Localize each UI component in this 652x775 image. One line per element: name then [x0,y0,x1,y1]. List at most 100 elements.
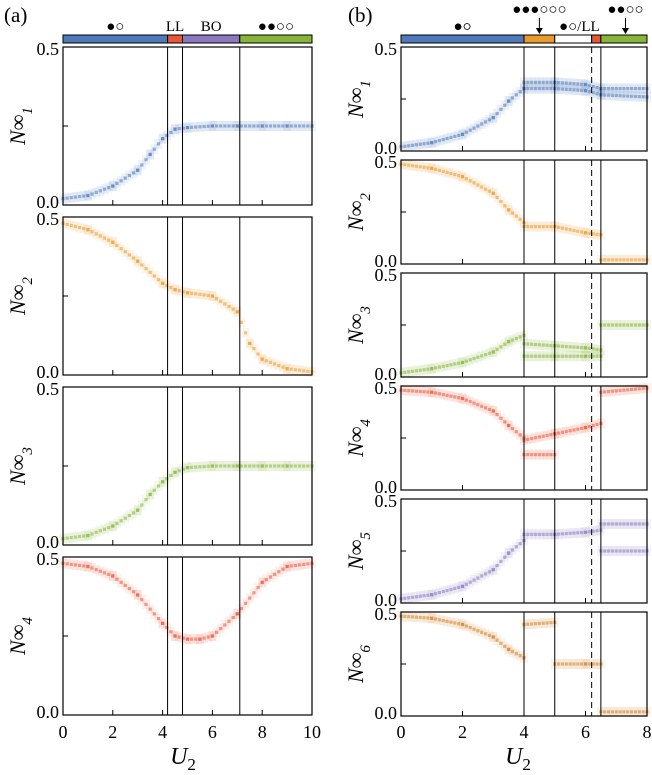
x-axis-label-main: U [505,744,524,770]
phase-bar-segment [182,34,241,44]
data-point [107,526,111,530]
data-point [630,258,634,262]
data-point [641,522,645,526]
data-point [152,147,156,151]
data-point [560,354,565,358]
phase-bar-segment [167,34,184,44]
data-point [136,168,140,172]
data-point [507,99,511,103]
data-point [173,634,177,638]
data-point [277,124,281,128]
data-point [556,344,561,348]
data-point [499,416,503,420]
data-points [59,218,316,377]
data-point [583,426,588,430]
data-point [618,522,622,526]
data-point [418,142,422,146]
data-point [69,536,73,540]
data-point [437,618,442,622]
data-point [641,710,645,714]
data-point [422,594,426,598]
data-point [630,522,634,526]
data-point [572,354,576,358]
data-point [533,80,538,84]
data-point [161,281,165,285]
data-point [595,354,599,358]
data-point [161,480,165,484]
data-point [591,232,595,236]
data-point [181,467,185,471]
data-point [445,136,449,141]
data-point [430,593,434,597]
data-point [239,320,244,324]
data-point [94,530,98,534]
data-point [545,224,549,229]
data-point [464,398,468,402]
data-point [549,224,553,229]
data-point [495,195,499,200]
data-point [445,393,449,397]
data-point [148,152,152,157]
data-point [173,470,177,474]
data-point [480,404,484,408]
data-point [90,532,94,536]
subplot-4: 0.0 0.5 N∞4 [343,378,651,497]
data-point [503,555,507,559]
data-point [198,637,202,641]
data-point [614,389,618,393]
data-point [614,522,618,526]
data-point [518,217,522,221]
data-point [580,230,584,234]
data-point [306,562,310,566]
data-point [545,453,549,457]
data-point [169,130,173,134]
data-point [633,387,638,391]
data-point [633,549,638,553]
data-point [618,87,622,91]
data-point [568,429,572,433]
data-point [302,369,306,373]
subplot-2: 0.0 0.5 N∞2 [343,152,651,271]
phase-annotation: ●●○○ [607,2,643,18]
data-point [572,82,576,86]
data-point [537,87,541,91]
data-point [445,170,449,175]
data-point [580,530,584,535]
data-point [410,164,415,168]
data-point [248,596,252,600]
data-point [618,258,622,262]
data-point [606,258,611,262]
data-point [194,125,198,129]
data-point [194,637,198,641]
data-point [273,124,277,128]
y-tick-label: 0.5 [37,379,60,399]
data-point [231,464,235,468]
data-point [256,352,260,356]
data-point [510,338,515,342]
data-point [441,137,445,142]
data-point [530,87,534,91]
data-point [472,578,476,582]
data-point [73,563,78,567]
data-point [622,87,626,91]
data-point [595,92,599,96]
data-point [433,592,438,596]
y-axis-label-subscript: 1 [358,80,374,88]
data-point [107,572,111,576]
y-tick-label: 0.0 [375,251,398,271]
data-point [637,549,641,553]
data-point [464,177,468,181]
data-point [530,80,534,84]
data-point [289,124,293,128]
data-point [407,144,411,148]
data-point [231,124,235,128]
data-point [453,172,457,177]
data-point [641,95,645,99]
data-point [487,570,492,574]
data-point [441,589,445,594]
data-point [457,174,461,178]
y-axis-label-main: N∞ [343,313,368,345]
data-point [580,346,584,350]
data-point [281,124,285,128]
data-point [603,549,607,553]
